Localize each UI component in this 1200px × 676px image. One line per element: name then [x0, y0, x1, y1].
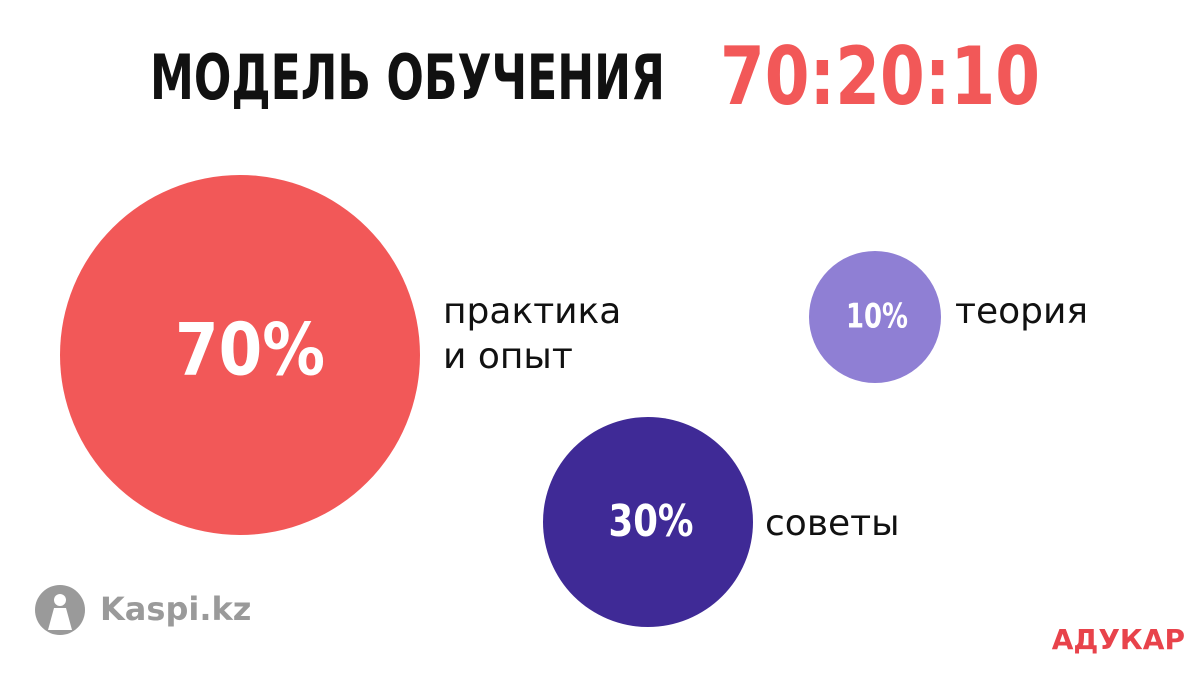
percent-label: 30%	[609, 496, 694, 547]
ratio: 70:20:10	[720, 30, 1040, 123]
circle-advice	[543, 417, 753, 627]
watermark-logo-body	[48, 608, 72, 630]
watermark: Kaspi.kz	[100, 590, 251, 628]
caption: теория	[955, 291, 1088, 332]
title: МОДЕЛЬ ОБУЧЕНИЯ	[150, 41, 665, 114]
percent-label: 10%	[846, 297, 908, 337]
circle-practice	[60, 175, 420, 535]
watermark-logo-head	[54, 594, 66, 606]
caption: советы	[765, 503, 900, 544]
percent-label: 70%	[175, 308, 325, 392]
caption: и опыт	[443, 336, 573, 377]
caption: практика	[443, 291, 621, 332]
brand: АДУКАР	[1052, 623, 1185, 656]
circle-theory	[809, 251, 941, 383]
